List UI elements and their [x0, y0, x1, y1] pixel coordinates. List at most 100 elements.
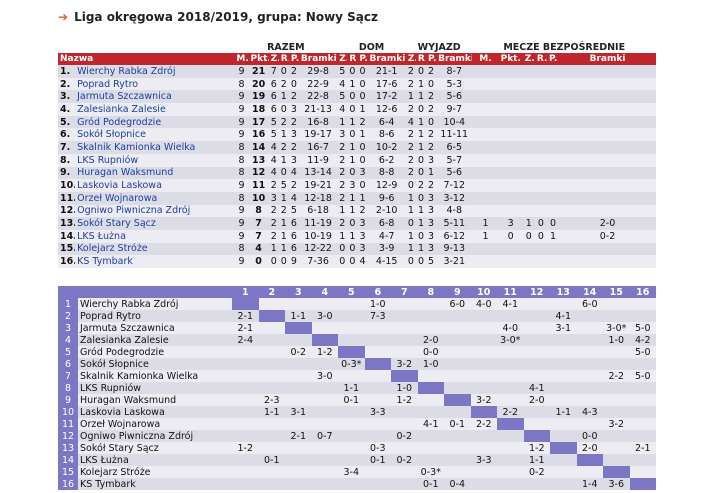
team-link[interactable]: KS Tymbark [75, 255, 235, 268]
team-link[interactable]: Gród Podegrodzie [75, 115, 235, 129]
stat-p-cell: 3 [288, 128, 299, 142]
matrix-team-name: KS Tymbark [78, 478, 232, 490]
matrix-result-cell[interactable]: 0-7 [311, 430, 338, 442]
matrix-col-header: 1 [232, 286, 259, 298]
matrix-result-cell[interactable]: 2-3 [258, 394, 285, 406]
matrix-result-cell[interactable]: 3-2 [470, 394, 497, 406]
matrix-result-cell[interactable]: 3-6 [603, 478, 630, 490]
team-link[interactable]: Huragan Waksmund [75, 166, 235, 180]
matrix-result-cell[interactable]: 1-0 [364, 298, 391, 310]
team-link[interactable]: Orzeł Wojnarowa [75, 191, 235, 205]
matrix-result-cell[interactable]: 0-1 [417, 478, 444, 490]
matrix-result-cell[interactable]: 3-3 [364, 406, 391, 418]
team-link[interactable]: Skalnik Kamionka Wielka [75, 141, 235, 154]
matrix-result-cell[interactable]: 0-3* [338, 358, 365, 370]
matrix-result-cell[interactable]: 0-0 [576, 430, 603, 442]
matrix-team-name: Skalnik Kamionka Wielka [78, 370, 232, 382]
matrix-result-cell[interactable]: 2-4 [232, 334, 259, 346]
stat-z-cell: 2 [268, 217, 279, 230]
matrix-result-cell[interactable]: 2-1 [232, 322, 259, 334]
matrix-result-cell [285, 454, 312, 466]
matrix-result-cell[interactable]: 4-1 [417, 418, 444, 430]
team-link[interactable]: Sokół Stary Sącz [75, 217, 235, 230]
matrix-result-cell[interactable]: 0-1 [258, 454, 285, 466]
matrix-result-cell[interactable]: 1-1 [258, 406, 285, 418]
matrix-result-cell[interactable]: 3-0* [603, 322, 630, 334]
matrix-result-cell[interactable]: 5-0 [629, 322, 656, 334]
matrix-result-cell[interactable]: 5-0 [629, 346, 656, 358]
matrix-result-cell[interactable]: 3-0 [311, 310, 338, 322]
matrix-result-cell[interactable]: 6-0 [576, 298, 603, 310]
matrix-result-cell[interactable]: 6-0 [444, 298, 471, 310]
matrix-result-cell[interactable]: 3-3 [470, 454, 497, 466]
matrix-result-cell[interactable]: 0-2 [523, 466, 550, 478]
team-link[interactable]: LKS Rupniów [75, 153, 235, 167]
matrix-result-cell[interactable]: 2-1 [232, 310, 259, 322]
matrix-result-cell[interactable]: 4-1 [497, 298, 524, 310]
matrix-result-cell [603, 406, 630, 418]
stat-dz-cell: 1 [337, 229, 348, 243]
matrix-result-cell[interactable]: 2-0 [417, 334, 444, 346]
matrix-result-cell[interactable]: 0-3* [417, 466, 444, 478]
matrix-result-cell [576, 466, 603, 478]
matrix-result-cell[interactable]: 1-0 [603, 334, 630, 346]
matrix-result-cell[interactable]: 3-0 [311, 370, 338, 382]
matrix-result-cell[interactable]: 1-1 [338, 382, 365, 394]
matrix-result-cell[interactable]: 1-0 [417, 358, 444, 370]
matrix-result-cell[interactable]: 2-1 [285, 430, 312, 442]
team-link[interactable]: Laskovia Laskowa [75, 179, 235, 192]
team-link[interactable]: Jarmuta Szczawnica [75, 90, 235, 104]
matrix-result-cell[interactable]: 0-1 [364, 454, 391, 466]
matrix-result-cell[interactable]: 1-1 [285, 310, 312, 322]
matrix-result-cell[interactable]: 3-2 [391, 358, 418, 370]
team-link[interactable]: Ogniwo Piwniczna Zdrój [75, 204, 235, 218]
matrix-result-cell[interactable]: 0-1 [444, 418, 471, 430]
matrix-result-cell[interactable]: 1-0 [391, 382, 418, 394]
matrix-result-cell[interactable]: 1-4 [576, 478, 603, 490]
matrix-result-cell[interactable]: 2-2 [603, 370, 630, 382]
matrix-result-cell[interactable]: 1-2 [232, 442, 259, 454]
position-cell: 10. [58, 179, 76, 192]
matrix-result-cell[interactable]: 0-0 [417, 346, 444, 358]
team-link[interactable]: Zalesianka Zalesie [75, 103, 235, 116]
matrix-result-cell[interactable]: 4-1 [523, 382, 550, 394]
matrix-result-cell[interactable]: 0-4 [444, 478, 471, 490]
matrix-result-cell[interactable]: 5-0 [629, 370, 656, 382]
matrix-result-cell[interactable]: 2-2 [470, 418, 497, 430]
team-link[interactable]: Wierchy Rabka Zdrój [75, 65, 235, 78]
team-link[interactable]: Sokół Słopnice [75, 128, 235, 142]
team-link[interactable]: LKS Łużna [75, 229, 235, 243]
matrix-result-cell[interactable]: 1-2 [523, 442, 550, 454]
matrix-result-cell[interactable]: 3-0* [497, 334, 524, 346]
matrix-result-cell[interactable]: 3-1 [550, 322, 577, 334]
matrix-result-cell[interactable]: 0-2 [391, 430, 418, 442]
matrix-result-cell [576, 418, 603, 430]
matrix-result-cell[interactable]: 0-2 [391, 454, 418, 466]
stat-dz-cell: 5 [337, 65, 348, 78]
matrix-result-cell[interactable]: 1-2 [391, 394, 418, 406]
matrix-result-cell[interactable]: 4-0 [497, 322, 524, 334]
matrix-result-cell[interactable]: 3-2 [603, 418, 630, 430]
matrix-result-cell[interactable]: 2-1 [629, 442, 656, 454]
matrix-result-cell[interactable]: 4-3 [576, 406, 603, 418]
matrix-result-cell[interactable]: 1-2 [311, 346, 338, 358]
team-link[interactable]: Kolejarz Stróże [75, 242, 235, 256]
matrix-result-cell [444, 334, 471, 346]
team-link[interactable]: Poprad Rytro [75, 77, 235, 91]
matrix-result-cell[interactable]: 4-0 [470, 298, 497, 310]
matrix-result-cell[interactable]: 2-0 [576, 442, 603, 454]
matrix-result-cell[interactable]: 1-1 [523, 454, 550, 466]
stat-mpkt-cell [498, 204, 523, 218]
matrix-result-cell[interactable]: 7-3 [364, 310, 391, 322]
matrix-result-cell[interactable]: 1-1 [550, 406, 577, 418]
matrix-result-cell[interactable]: 3-4 [338, 466, 365, 478]
matrix-result-cell[interactable]: 0-2 [285, 346, 312, 358]
matrix-result-cell[interactable]: 0-1 [338, 394, 365, 406]
matrix-result-cell[interactable]: 2-0 [523, 394, 550, 406]
matrix-result-cell[interactable]: 4-1 [550, 310, 577, 322]
matrix-result-cell[interactable]: 4-2 [629, 334, 656, 346]
matrix-result-cell[interactable]: 3-1 [285, 406, 312, 418]
matrix-result-cell[interactable]: 0-3 [364, 442, 391, 454]
stat-z-cell: 4 [268, 166, 279, 180]
matrix-result-cell[interactable]: 2-2 [497, 406, 524, 418]
